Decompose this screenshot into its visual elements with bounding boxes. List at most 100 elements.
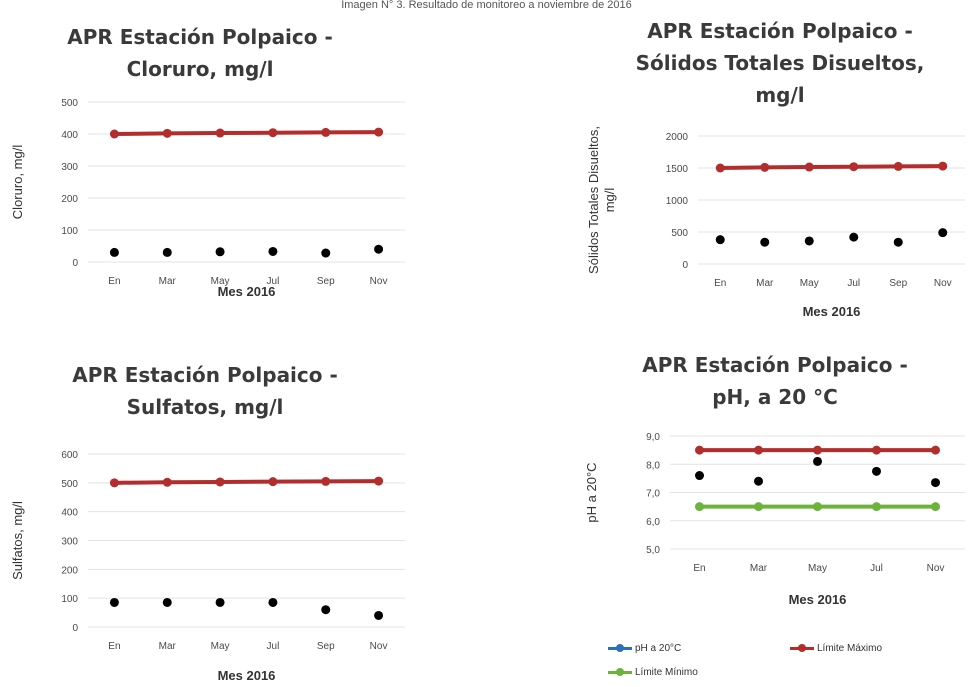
data-point-max <box>215 477 225 487</box>
x-axis-label: Mes 2016 <box>803 304 861 319</box>
data-point-max <box>374 476 384 486</box>
data-point-max <box>760 162 770 172</box>
data-point-max <box>109 478 119 488</box>
data-point-max <box>374 127 384 137</box>
data-point-max <box>162 477 172 487</box>
data-point-min <box>872 502 881 512</box>
data-point-max <box>872 445 881 455</box>
x-tick-label: Mar <box>159 641 177 652</box>
x-tick-label: Nov <box>927 563 945 574</box>
legend-label-limite-maximo: Límite Máximo <box>817 642 883 654</box>
chart-svg: APR Estación Polpaico - Sulfatos, mg/l 0 10… <box>10 363 405 683</box>
y-tick-label: 200 <box>61 565 78 576</box>
data-point-min <box>931 502 940 512</box>
y-tick-label: 6,0 <box>646 517 660 528</box>
data-point-max <box>215 128 225 138</box>
y-tick-label: 200 <box>61 194 78 205</box>
chart-title-line: Sólidos Totales Disueltos, <box>636 51 925 75</box>
x-tick-label: Jul <box>267 276 280 287</box>
data-point-value <box>813 456 822 466</box>
x-tick-label: Jul <box>847 278 860 289</box>
page-caption: Imagen N° 3. Resultado de monitoreo a no… <box>341 0 632 11</box>
y-tick-label: 7,0 <box>646 489 660 500</box>
data-point-max <box>321 127 331 137</box>
series-line-max <box>720 164 943 170</box>
data-point-max <box>754 445 763 455</box>
chart-title-line: APR Estación Polpaico - <box>642 353 908 377</box>
y-tick-label: 8,0 <box>646 460 660 471</box>
legend-item-limite-minimo: Límite Mínimo <box>608 664 698 680</box>
y-tick-label: 500 <box>61 98 78 109</box>
chart-ph: APR Estación Polpaico - pH, a 20 °C 5,0 6,0… <box>580 350 973 634</box>
x-tick-label: En <box>714 278 726 289</box>
x-tick-label: May <box>808 563 827 574</box>
x-tick-label: Mar <box>756 278 774 289</box>
data-point-value <box>162 247 172 257</box>
data-point-max <box>162 128 172 138</box>
y-tick-label: 300 <box>61 537 78 548</box>
data-point-max <box>715 163 725 173</box>
y-tick-label: 9,0 <box>646 432 660 443</box>
chart-svg: APR Estación Polpaico - pH, a 20 °C 5,0 6,0… <box>584 353 965 607</box>
chart-title-line: APR Estación Polpaico - <box>72 363 338 387</box>
data-point-min <box>754 502 763 512</box>
x-tick-label: May <box>800 278 819 289</box>
data-point-value <box>893 237 903 247</box>
y-axis-label: Cloruro, mg/l <box>10 145 25 220</box>
data-point-value <box>268 246 278 256</box>
x-tick-label: Mar <box>750 563 768 574</box>
data-point-max <box>268 128 278 138</box>
y-tick-label: 5,0 <box>646 545 660 556</box>
x-tick-label: Sep <box>889 278 907 289</box>
x-tick-label: Jul <box>267 641 280 652</box>
chart-sulfatos: APR Estación Polpaico - Sulfatos, mg/l 0 10… <box>0 350 420 684</box>
data-point-value <box>760 237 770 247</box>
data-point-value <box>268 597 278 607</box>
chart-title-line: APR Estación Polpaico - <box>67 25 333 49</box>
x-tick-label: May <box>211 276 230 287</box>
y-axis-label: mg/l <box>602 188 617 213</box>
data-point-max <box>268 477 278 487</box>
data-point-value <box>754 476 763 486</box>
y-axis-label: Sólidos Totales Disueltos, <box>586 126 601 274</box>
data-point-max <box>804 162 814 172</box>
data-point-value <box>109 597 119 607</box>
data-point-value <box>872 466 881 476</box>
x-tick-label: Mar <box>159 276 177 287</box>
x-axis-label: Mes 2016 <box>218 668 276 683</box>
legend-item-ph: pH a 20°C <box>608 640 681 656</box>
y-tick-label: 0 <box>682 260 688 271</box>
y-tick-label: 2000 <box>666 132 689 143</box>
y-axis-label: Sulfatos, mg/l <box>10 501 25 580</box>
data-point-value <box>109 247 119 257</box>
y-tick-label: 0 <box>72 623 78 634</box>
data-point-max <box>109 129 119 139</box>
y-tick-label: 400 <box>61 508 78 519</box>
chart-svg: APR Estación Polpaico - Cloruro, mg/l 0 100… <box>10 25 405 299</box>
series-line-value <box>720 233 943 243</box>
x-tick-label: Nov <box>370 276 388 287</box>
data-point-value <box>374 244 384 254</box>
y-tick-label: 300 <box>61 162 78 173</box>
y-tick-label: 500 <box>671 228 688 239</box>
data-point-max <box>893 161 903 171</box>
x-tick-label: En <box>693 563 705 574</box>
data-point-max <box>695 445 704 455</box>
data-point-value <box>162 597 172 607</box>
data-point-max <box>938 161 948 171</box>
chart-cloruro: APR Estación Polpaico - Cloruro, mg/l 0 100… <box>0 14 420 324</box>
data-point-value <box>804 236 814 246</box>
y-tick-label: 100 <box>61 594 78 605</box>
x-axis-label: Mes 2016 <box>218 284 276 299</box>
y-tick-label: 0 <box>72 258 78 269</box>
data-point-value <box>849 232 859 242</box>
data-point-min <box>695 502 704 512</box>
chart-title-line: Sulfatos, mg/l <box>127 395 284 419</box>
data-point-max <box>813 445 822 455</box>
chart-title-line: pH, a 20 °C <box>712 385 838 409</box>
data-point-value <box>321 605 331 615</box>
series-line-max <box>114 479 379 485</box>
chart-title-line: APR Estación Polpaico - <box>647 19 913 43</box>
y-tick-label: 1000 <box>666 196 689 207</box>
series-line-value <box>114 602 378 615</box>
